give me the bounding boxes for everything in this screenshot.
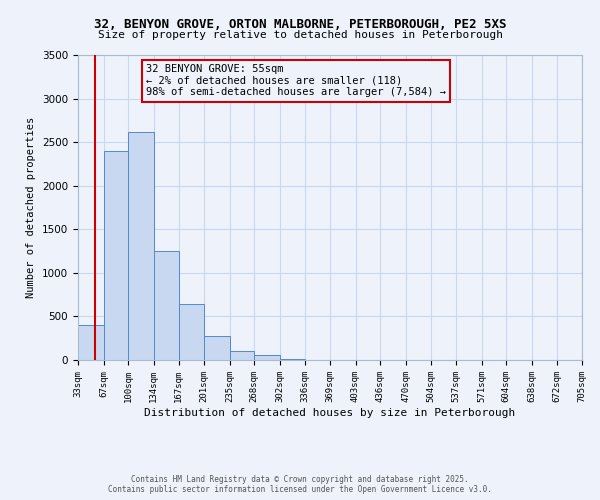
Bar <box>78 325 104 360</box>
Bar <box>229 351 254 360</box>
Y-axis label: Number of detached properties: Number of detached properties <box>26 117 37 298</box>
Bar <box>128 132 154 360</box>
X-axis label: Distribution of detached houses by size in Peterborough: Distribution of detached houses by size … <box>145 408 515 418</box>
Bar <box>280 359 305 360</box>
Text: 32 BENYON GROVE: 55sqm
← 2% of detached houses are smaller (118)
98% of semi-det: 32 BENYON GROVE: 55sqm ← 2% of detached … <box>146 64 446 98</box>
Bar <box>104 151 128 360</box>
Text: Contains HM Land Registry data © Crown copyright and database right 2025.
Contai: Contains HM Land Registry data © Crown c… <box>108 474 492 494</box>
Text: Size of property relative to detached houses in Peterborough: Size of property relative to detached ho… <box>97 30 503 40</box>
Bar <box>254 355 280 360</box>
Bar <box>179 304 204 360</box>
Text: 32, BENYON GROVE, ORTON MALBORNE, PETERBOROUGH, PE2 5XS: 32, BENYON GROVE, ORTON MALBORNE, PETERB… <box>94 18 506 30</box>
Bar <box>154 251 179 360</box>
Bar <box>204 336 229 360</box>
